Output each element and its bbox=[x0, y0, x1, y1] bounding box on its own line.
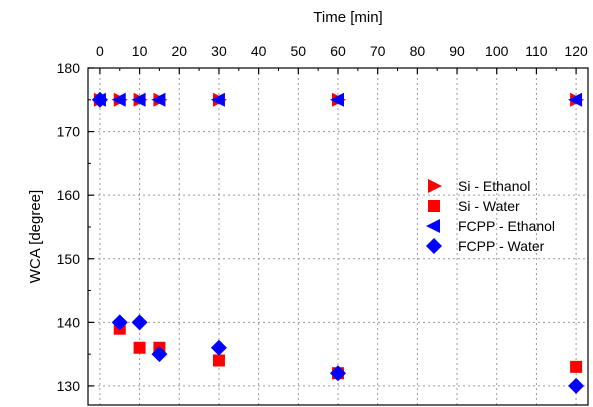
data-point bbox=[131, 314, 148, 331]
y-tick-label: 130 bbox=[57, 378, 81, 394]
legend: Si - Ethanol Si - Water FCPP - Ethanol FCPP… bbox=[426, 178, 555, 254]
legend-label: Si - Ethanol bbox=[458, 178, 530, 194]
y-tick-label: 140 bbox=[57, 314, 81, 330]
x-tick-label: 50 bbox=[291, 43, 307, 59]
x-tick-label: 40 bbox=[251, 43, 267, 59]
x-tick-labels: 0 10 20 30 40 50 60 70 80 90 100 110 120 bbox=[96, 43, 588, 59]
x-tick-label: 30 bbox=[211, 43, 227, 59]
legend-marker bbox=[428, 179, 442, 193]
data-points bbox=[91, 91, 585, 394]
data-point bbox=[212, 354, 225, 367]
data-point bbox=[330, 92, 344, 107]
legend-marker bbox=[426, 219, 440, 233]
x-tick-label: 10 bbox=[132, 43, 148, 59]
y-tick-label: 160 bbox=[57, 187, 81, 203]
x-tick-label: 100 bbox=[485, 43, 509, 59]
y-tick-label: 170 bbox=[57, 124, 81, 140]
data-point bbox=[570, 360, 583, 373]
legend-label: FCPP - Water bbox=[458, 238, 545, 254]
legend-marker bbox=[426, 238, 442, 254]
legend-marker bbox=[428, 200, 440, 212]
y-tick-labels: 130 140 150 160 170 180 bbox=[57, 60, 81, 394]
legend-label: Si - Water bbox=[458, 198, 520, 214]
y-axis-title: WCA [degree] bbox=[27, 190, 44, 283]
data-point bbox=[210, 92, 225, 107]
data-point bbox=[151, 346, 168, 363]
axis-ticks bbox=[88, 67, 577, 387]
x-tick-label: 80 bbox=[410, 43, 426, 59]
data-point bbox=[210, 339, 227, 356]
x-tick-label: 70 bbox=[370, 43, 386, 59]
x-tick-label: 110 bbox=[525, 43, 548, 59]
x-tick-label: 20 bbox=[171, 43, 187, 59]
x-tick-label: 90 bbox=[449, 43, 465, 59]
data-point bbox=[111, 92, 126, 107]
x-axis-title: Time [min] bbox=[313, 9, 382, 26]
data-point bbox=[330, 365, 346, 382]
data-point bbox=[91, 91, 108, 108]
x-tick-label: 60 bbox=[330, 43, 346, 59]
data-point bbox=[111, 314, 128, 331]
data-point bbox=[131, 92, 146, 107]
x-tick-label: 120 bbox=[564, 43, 588, 59]
data-point bbox=[568, 92, 583, 107]
data-point bbox=[151, 92, 166, 107]
data-point bbox=[568, 377, 585, 394]
x-tick-label: 0 bbox=[96, 43, 104, 59]
y-tick-label: 150 bbox=[57, 251, 81, 267]
legend-label: FCPP - Ethanol bbox=[458, 218, 555, 234]
y-tick-label: 180 bbox=[57, 60, 81, 76]
data-point bbox=[133, 341, 146, 354]
